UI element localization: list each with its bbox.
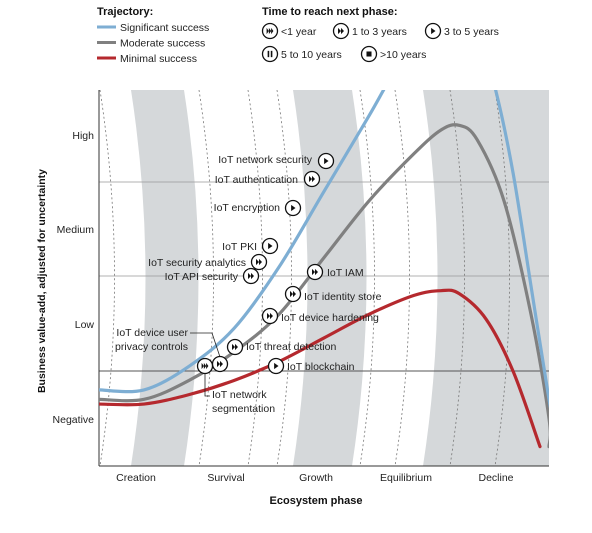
annotation-iot-security-analytics: IoT security analytics — [148, 253, 268, 271]
annotation-iot-encryption: IoT encryption — [214, 199, 302, 217]
annotation-label-iot-pki: IoT PKI — [222, 241, 257, 253]
divider-2 — [198, 90, 214, 466]
series-minimal-success — [99, 288, 542, 449]
legend: Trajectory: Significant success Moderate … — [97, 6, 499, 65]
y-tick-negative: Negative — [53, 414, 95, 426]
annotation-iot-blockchain: IoT blockchain — [267, 357, 355, 375]
annotation-icon-fast-forward-2 — [226, 338, 244, 356]
legend-icon-play — [424, 22, 442, 40]
y-axis-title: Business value-add, adjusted for uncerta… — [36, 169, 48, 393]
annotation-iot-identity-store: IoT identity store — [284, 285, 382, 303]
annotation-icon-fast-forward-2 — [284, 285, 302, 303]
legend-trajectory-title: Trajectory: — [97, 6, 153, 18]
x-tick-creation: Creation — [116, 472, 156, 484]
phase-band-decline — [423, 90, 549, 466]
annotation-label-iot-device-hardening: IoT device hardening — [281, 312, 379, 324]
legend-time-label-5: >10 years — [380, 49, 426, 61]
legend-trajectory-items: Significant success Moderate success Minim… — [97, 22, 209, 65]
annotation-iot-authentication: IoT authentication — [215, 170, 321, 188]
annotation-label-iot-security-analytics: IoT security analytics — [148, 257, 246, 269]
annotation-icon-fast-forward-2 — [303, 170, 321, 188]
annotation-icon-play — [261, 237, 279, 255]
annotation-icon-play — [284, 199, 302, 217]
legend-label-minimal-success: Minimal success — [120, 53, 197, 65]
annotation-label-iot-encryption: IoT encryption — [214, 202, 281, 214]
annotation-label-iot-network-segmentation: IoT network segmentation — [212, 389, 275, 415]
annotation-label-iot-api-security: IoT API security — [165, 271, 239, 283]
legend-icon-fast-forward-3 — [261, 22, 279, 40]
y-tick-medium: Medium — [57, 224, 95, 236]
legend-time-label-3: 3 to 5 years — [444, 26, 499, 38]
x-tick-equilibrium: Equilibrium — [380, 472, 432, 484]
x-ticks: Creation Survival Growth Equilibrium Decline — [116, 472, 514, 484]
divider-7 — [449, 90, 465, 466]
annotations: IoT network security IoT authentication Io… — [115, 152, 382, 415]
legend-icon-fast-forward-2 — [332, 22, 350, 40]
x-axis-title: Ecosystem phase — [270, 495, 363, 507]
legend-icon-pause — [261, 45, 279, 63]
annotation-icon-fast-forward-2 — [261, 307, 279, 325]
annotation-iot-api-security: IoT API security — [165, 267, 260, 285]
divider-6 — [394, 90, 410, 466]
legend-label-significant-success: Significant success — [120, 22, 209, 34]
annotation-iot-device-user-privacy-controls: IoT device user privacy controls — [115, 327, 229, 373]
annotation-label-iot-authentication: IoT authentication — [215, 174, 298, 186]
annotation-icon-fast-forward-2 — [242, 267, 260, 285]
divider-1 — [99, 90, 115, 466]
gridlines — [99, 181, 549, 372]
divider-5 — [359, 90, 375, 466]
annotation-icon-play — [267, 357, 285, 375]
annotation-icon-play — [317, 152, 335, 170]
annotation-iot-iam: IoT IAM — [306, 263, 364, 281]
legend-time-label-4: 5 to 10 years — [281, 49, 342, 61]
legend-time-items: <1 year 1 to 3 years 3 to 5 years 5 to 10 y… — [261, 22, 499, 63]
annotation-iot-network-segmentation: IoT network segmentation — [196, 357, 275, 415]
legend-label-moderate-success: Moderate success — [120, 38, 205, 50]
annotation-label-iot-network-security: IoT network security — [218, 154, 313, 166]
series-significant-success — [99, 90, 549, 409]
x-tick-decline: Decline — [478, 472, 513, 484]
annotation-label-iot-iam: IoT IAM — [327, 267, 364, 279]
annotation-label-iot-device-user-privacy-controls: IoT device user privacy controls — [115, 327, 188, 353]
legend-icon-stop — [360, 45, 378, 63]
legend-time-title: Time to reach next phase: — [262, 6, 398, 18]
divider-3 — [247, 90, 263, 466]
annotation-iot-device-hardening: IoT device hardening — [261, 307, 379, 325]
x-tick-growth: Growth — [299, 472, 333, 484]
annotation-label-iot-threat-detection: IoT threat detection — [246, 341, 336, 353]
divider-8 — [494, 90, 510, 466]
y-ticks: High Medium Low Negative — [53, 130, 95, 426]
annotation-label-iot-blockchain: IoT blockchain — [287, 361, 355, 373]
y-tick-low: Low — [75, 319, 95, 331]
annotation-icon-fast-forward-2 — [211, 355, 229, 373]
divider-4 — [276, 90, 292, 466]
annotation-iot-pki: IoT PKI — [222, 237, 279, 255]
annotation-label-iot-identity-store: IoT identity store — [304, 291, 382, 303]
annotation-iot-network-security: IoT network security — [218, 152, 335, 170]
annotation-icon-fast-forward-3 — [196, 357, 214, 375]
x-tick-survival: Survival — [207, 472, 244, 484]
legend-time-label-1: <1 year — [281, 26, 317, 38]
phase-dividers — [99, 90, 510, 466]
legend-time-label-2: 1 to 3 years — [352, 26, 407, 38]
annotation-icon-fast-forward-2 — [250, 253, 268, 271]
annotation-icon-fast-forward-2 — [306, 263, 324, 281]
annotation-iot-threat-detection: IoT threat detection — [226, 338, 336, 356]
y-tick-high: High — [72, 130, 94, 142]
